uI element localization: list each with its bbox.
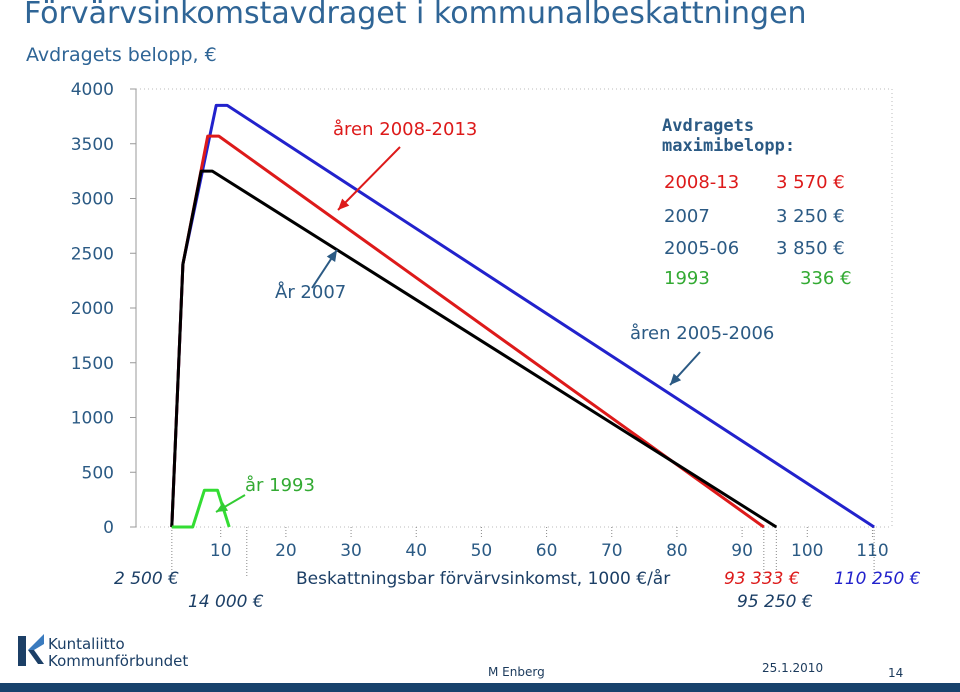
kuntaliitto-logo-icon xyxy=(18,634,44,666)
x-marker-label: 110 250 € xyxy=(834,569,921,589)
x-marker-label: 2 500 € xyxy=(114,569,179,589)
x-tick-label: 20 xyxy=(275,541,297,561)
series-line xyxy=(171,488,231,529)
legend-row-period: 1993 xyxy=(664,268,710,289)
y-tick-label: 3000 xyxy=(71,190,114,210)
x-tick-label: 70 xyxy=(601,541,623,561)
footer-page-number: 14 xyxy=(888,666,904,680)
x-marker-label: 14 000 € xyxy=(188,592,264,612)
legend-row-amount: 3 570 € xyxy=(776,172,845,193)
y-tick-label: 4000 xyxy=(71,80,114,100)
legend-row-period: 2007 xyxy=(664,206,710,227)
logo-line-1: Kuntaliitto xyxy=(48,635,125,653)
x-tick-label: 30 xyxy=(340,541,362,561)
y-tick-label: 3500 xyxy=(71,135,114,155)
y-tick-label: 0 xyxy=(103,518,114,538)
annotation-1993: år 1993 xyxy=(245,475,315,496)
x-tick-label: 50 xyxy=(471,541,493,561)
annotation-2008-2013: åren 2008-2013 xyxy=(333,119,478,140)
arrow-1993-head xyxy=(216,502,229,512)
legend-row-amount: 3 850 € xyxy=(776,238,845,259)
x-marker-label: 93 333 € xyxy=(724,569,800,589)
x-tick-label: 100 xyxy=(791,541,823,561)
x-tick-label: 110 xyxy=(856,541,888,561)
footer-date: 25.1.2010 xyxy=(762,661,824,675)
legend-row-period: 2008-13 xyxy=(664,172,740,193)
annotation-2005-2006: åren 2005-2006 xyxy=(630,323,775,344)
x-tick-label: 40 xyxy=(405,541,427,561)
x-marker-label: 95 250 € xyxy=(737,592,813,612)
y-tick-label: 500 xyxy=(82,463,114,483)
x-tick-label: 10 xyxy=(210,541,232,561)
arrow-2007-head xyxy=(326,250,337,262)
page-title: Förvärvsinkomstavdraget i kommunalbeskat… xyxy=(24,0,807,31)
legend-row-amount: 3 250 € xyxy=(776,206,845,227)
x-tick-label: 60 xyxy=(536,541,558,561)
y-tick-label: 1500 xyxy=(71,354,114,374)
logo-line-2: Kommunförbundet xyxy=(48,652,189,670)
annotation-2007: År 2007 xyxy=(275,282,347,303)
logo-text: Kuntaliitto Kommunförbundet xyxy=(48,636,188,670)
y-tick-label: 2500 xyxy=(71,244,114,264)
legend-row-amount: 336 € xyxy=(800,268,852,289)
series-line xyxy=(170,103,875,529)
arrow-2008-2013 xyxy=(337,146,401,211)
footer-author: M Enberg xyxy=(488,665,545,679)
x-tick-label: 80 xyxy=(666,541,688,561)
y-tick-label: 2000 xyxy=(71,299,114,319)
y-tick-label: 1000 xyxy=(71,409,114,429)
arrow-2005-2006-head xyxy=(670,373,682,385)
footer-bar xyxy=(0,683,960,692)
legend-heading: Avdragets maximibelopp: xyxy=(662,116,796,156)
series-line xyxy=(170,169,778,529)
x-tick-label: 90 xyxy=(731,541,753,561)
chart-subtitle: Avdragets belopp, € xyxy=(26,44,217,66)
arrow-2008-2013-head xyxy=(338,198,350,210)
legend-row-period: 2005-06 xyxy=(664,238,740,259)
x-axis-label: Beskattningsbar förvärvsinkomst, 1000 €/… xyxy=(296,569,671,589)
